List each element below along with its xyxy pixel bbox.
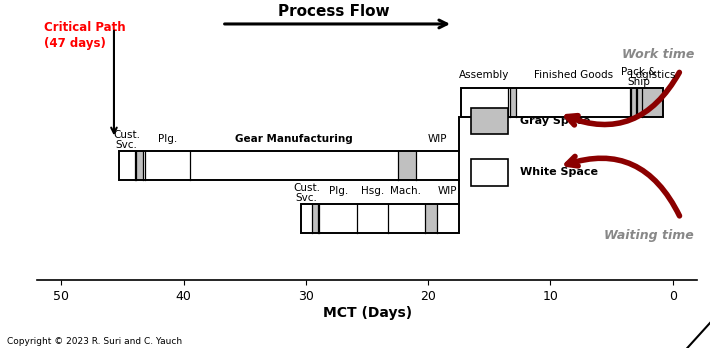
- Bar: [471, 159, 508, 185]
- Bar: [357, 204, 388, 233]
- Text: White Space: White Space: [520, 167, 598, 177]
- Bar: [510, 88, 516, 117]
- FancyArrowPatch shape: [567, 72, 679, 125]
- Bar: [119, 151, 135, 180]
- Bar: [630, 88, 636, 117]
- Bar: [320, 204, 357, 233]
- Text: Mach.: Mach.: [391, 186, 421, 196]
- Text: Cust.
Svc.: Cust. Svc.: [293, 183, 320, 203]
- Text: Work time: Work time: [621, 48, 694, 61]
- Bar: [301, 204, 312, 233]
- Bar: [637, 88, 642, 117]
- Bar: [516, 88, 630, 117]
- Bar: [136, 151, 143, 180]
- Bar: [437, 204, 459, 233]
- Text: Logistics: Logistics: [630, 70, 675, 80]
- Text: Cust.
Svc.: Cust. Svc.: [114, 130, 141, 150]
- Text: Gray Space: Gray Space: [520, 116, 590, 126]
- Text: Finished Goods: Finished Goods: [533, 70, 613, 80]
- Bar: [425, 204, 437, 233]
- Bar: [145, 151, 190, 180]
- Text: Gear Manufacturing: Gear Manufacturing: [235, 134, 353, 143]
- Text: Copyright © 2023 R. Suri and C. Yauch: Copyright © 2023 R. Suri and C. Yauch: [7, 337, 182, 346]
- Bar: [462, 88, 663, 117]
- Bar: [119, 151, 459, 180]
- Bar: [190, 151, 398, 180]
- X-axis label: MCT (Days): MCT (Days): [322, 306, 412, 320]
- Text: Critical Path
(47 days): Critical Path (47 days): [43, 21, 125, 50]
- Bar: [471, 108, 508, 134]
- Text: Pack &
Ship: Pack & Ship: [621, 67, 657, 87]
- Text: Assembly: Assembly: [459, 70, 510, 80]
- Text: WIP: WIP: [438, 186, 457, 196]
- Bar: [388, 204, 425, 233]
- Bar: [462, 88, 508, 117]
- Bar: [462, 88, 663, 117]
- Text: WIP: WIP: [427, 134, 447, 143]
- Bar: [301, 204, 459, 233]
- Bar: [416, 151, 459, 180]
- Bar: [642, 88, 663, 117]
- Bar: [398, 151, 416, 180]
- Bar: [119, 151, 459, 180]
- Bar: [312, 204, 318, 233]
- Text: Plg.: Plg.: [158, 134, 177, 143]
- Text: Hsg.: Hsg.: [361, 186, 384, 196]
- Text: Plg.: Plg.: [329, 186, 348, 196]
- Bar: [301, 204, 459, 233]
- Text: Process Flow: Process Flow: [278, 4, 390, 19]
- FancyArrowPatch shape: [567, 156, 679, 216]
- Text: Waiting time: Waiting time: [604, 229, 694, 242]
